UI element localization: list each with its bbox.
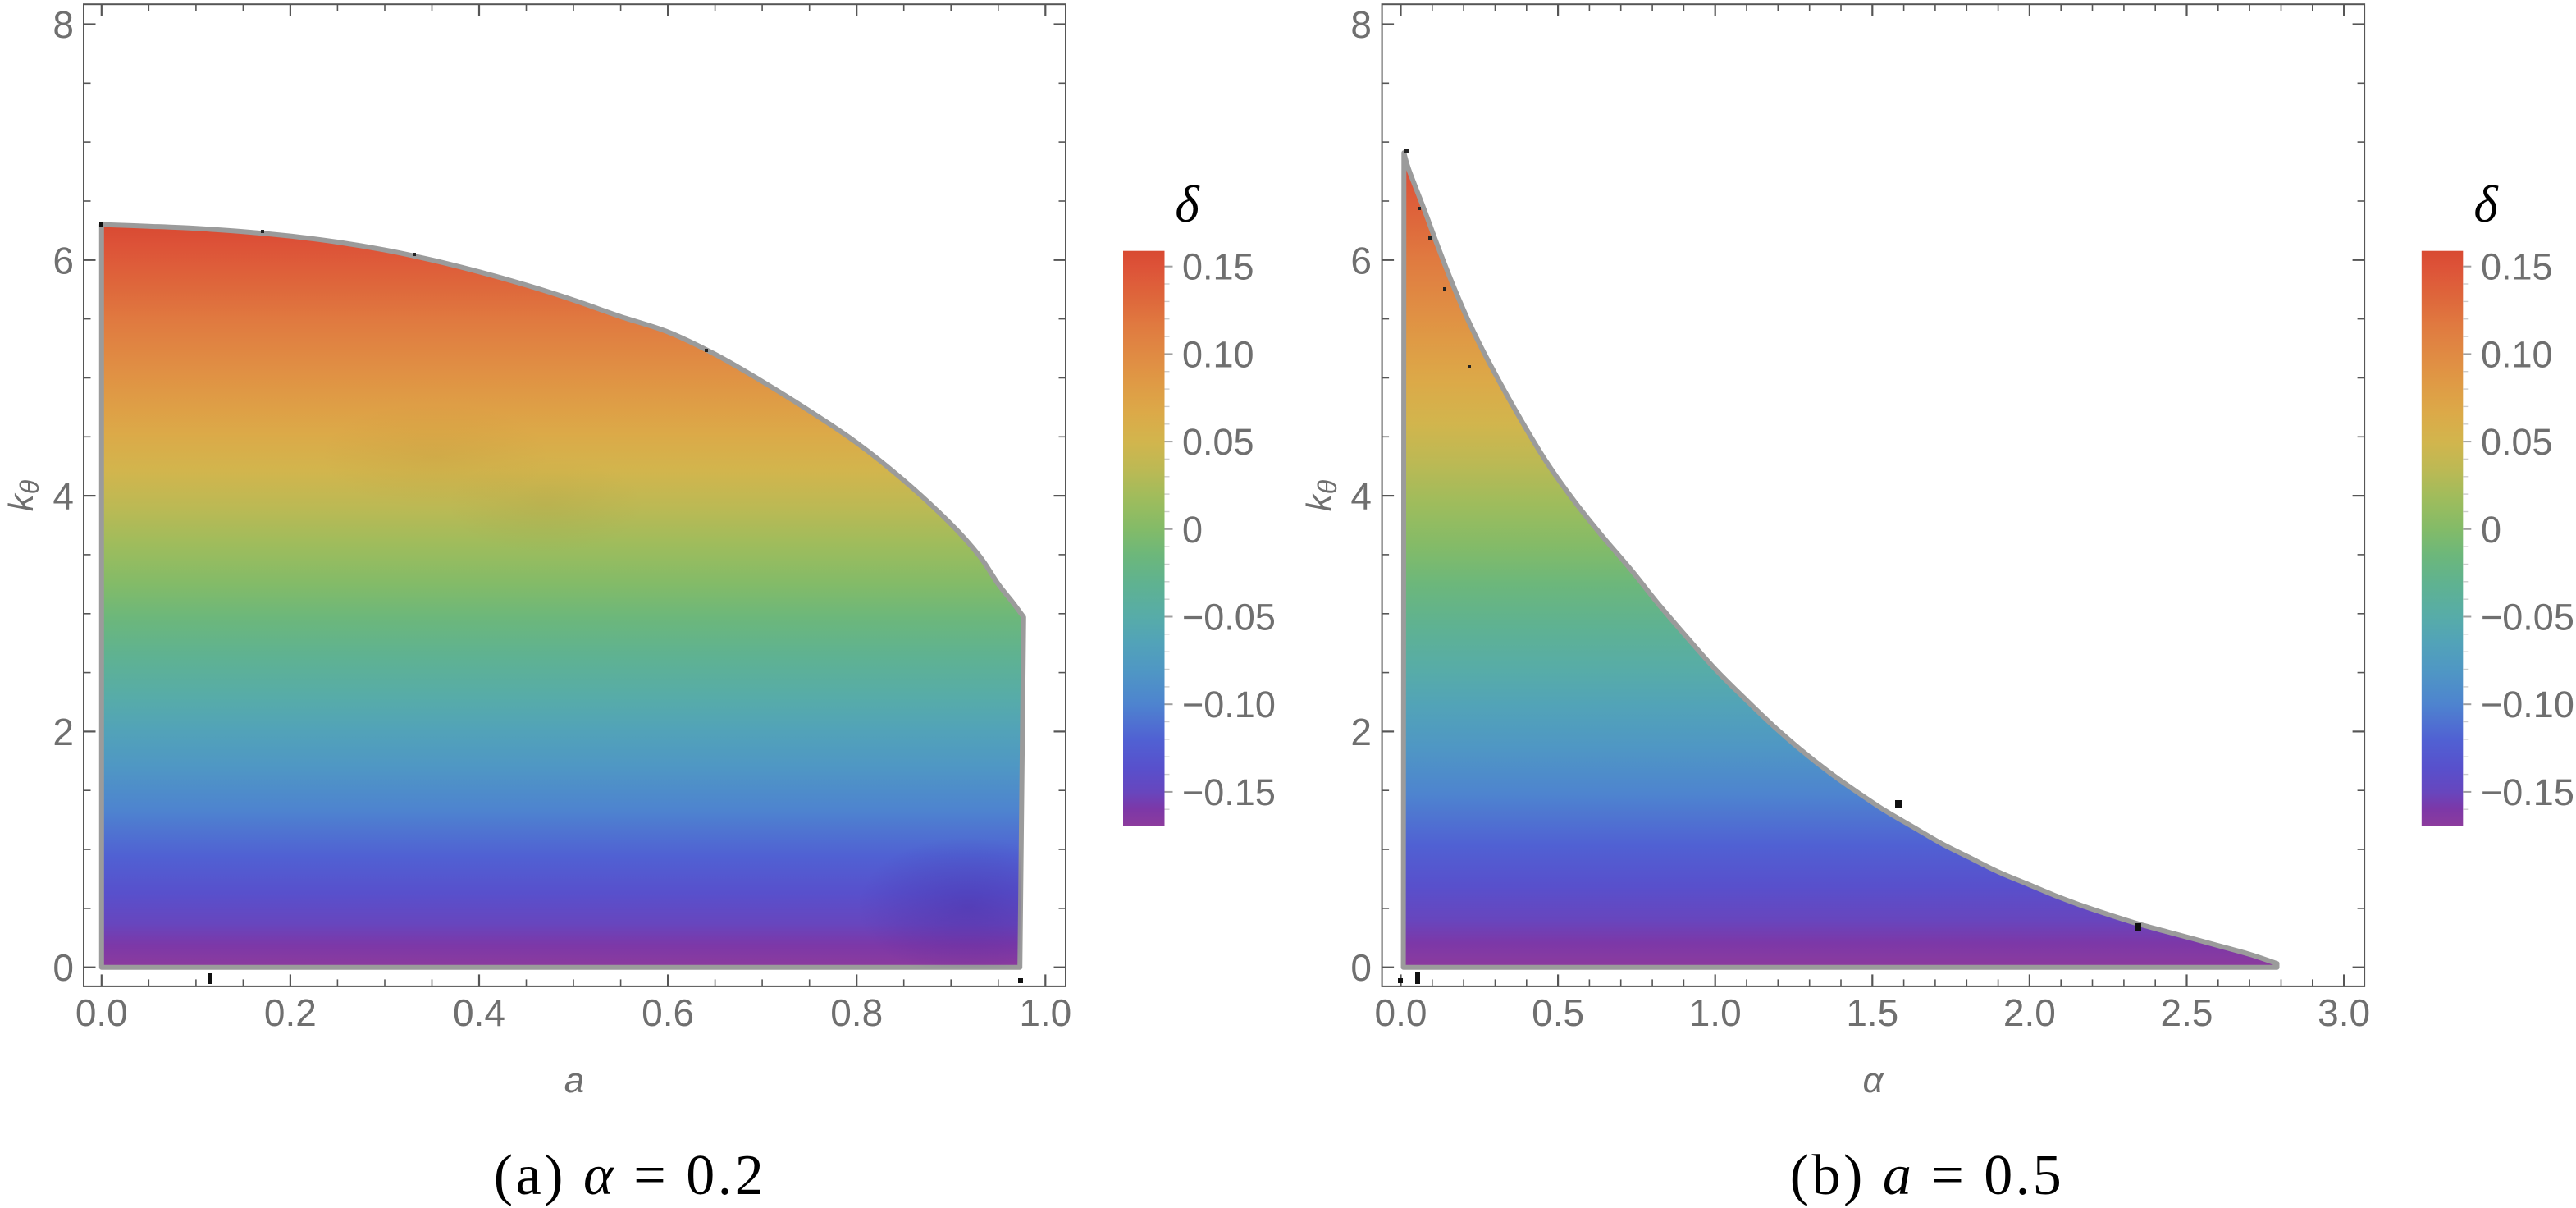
svg-text:0: 0 [2481, 509, 2501, 551]
svg-text:−0.05: −0.05 [2481, 597, 2574, 638]
svg-text:6: 6 [53, 239, 74, 281]
svg-text:a: a [564, 1060, 584, 1100]
svg-text:0.2: 0.2 [264, 991, 317, 1034]
svg-text:0.6: 0.6 [642, 991, 694, 1034]
svg-text:1.5: 1.5 [1846, 991, 1898, 1034]
svg-text:(a) α = 0.2: (a) α = 0.2 [494, 1144, 766, 1207]
svg-text:2.0: 2.0 [2003, 991, 2056, 1034]
svg-text:(b) a = 0.5: (b) a = 0.5 [1790, 1144, 2065, 1207]
svg-text:4: 4 [1350, 475, 1372, 518]
svg-text:0.15: 0.15 [2481, 246, 2553, 288]
svg-text:−0.10: −0.10 [2481, 684, 2574, 725]
svg-text:2: 2 [53, 711, 74, 753]
svg-text:1.0: 1.0 [1019, 991, 1071, 1034]
svg-text:−0.05: −0.05 [1182, 597, 1276, 638]
svg-text:0.4: 0.4 [453, 991, 505, 1034]
svg-text:8: 8 [53, 3, 74, 46]
svg-text:−0.15: −0.15 [2481, 771, 2574, 813]
svg-text:0.10: 0.10 [2481, 333, 2553, 375]
svg-text:0.0: 0.0 [75, 991, 128, 1034]
svg-text:0.05: 0.05 [1182, 421, 1254, 463]
svg-text:0.05: 0.05 [2481, 421, 2553, 463]
svg-text:6: 6 [1350, 239, 1372, 281]
svg-text:−0.10: −0.10 [1182, 684, 1276, 725]
svg-text:2: 2 [1350, 711, 1372, 753]
svg-text:8: 8 [1350, 3, 1372, 46]
svg-text:0: 0 [1182, 509, 1203, 551]
svg-text:2.5: 2.5 [2161, 991, 2213, 1034]
svg-text:δ: δ [1175, 176, 1200, 233]
svg-text:−0.15: −0.15 [1182, 771, 1276, 813]
svg-text:0.10: 0.10 [1182, 333, 1254, 375]
svg-text:α: α [1862, 1060, 1884, 1100]
svg-text:0.5: 0.5 [1532, 991, 1584, 1034]
svg-text:δ: δ [2473, 176, 2499, 233]
svg-text:0: 0 [1350, 946, 1372, 989]
svg-text:3.0: 3.0 [2318, 991, 2370, 1034]
svg-text:0.8: 0.8 [830, 991, 883, 1034]
svg-text:0.0: 0.0 [1375, 991, 1427, 1034]
svg-text:4: 4 [53, 475, 74, 518]
svg-text:1.0: 1.0 [1689, 991, 1742, 1034]
svg-text:0.15: 0.15 [1182, 246, 1254, 288]
svg-text:0: 0 [53, 946, 74, 989]
